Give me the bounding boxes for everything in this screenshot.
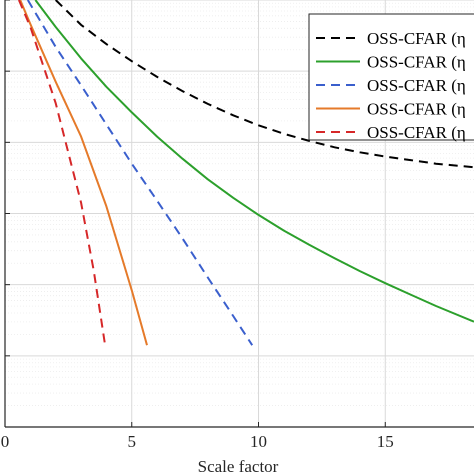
legend-label-2: OSS-CFAR (η [367,53,466,72]
legend-box [308,13,474,141]
legend: OSS-CFAR (η OSS-CFAR (η OSS-CFAR (η OSS-CFA… [308,13,474,142]
legend-label-3: OSS-CFAR (η [367,76,466,95]
series-line-5 [17,0,107,346]
x-tick-label: 15 [377,432,394,451]
series-line-2 [34,0,474,323]
plot-area [17,0,474,346]
series-line-3 [26,0,254,346]
legend-label-5: OSS-CFAR (η [367,123,466,142]
x-axis-label: Scale factor [198,457,279,474]
x-tick-label: 0 [1,432,10,451]
x-tick-label: 5 [128,432,137,451]
x-tick-labels: 0 5 10 15 [1,432,394,451]
axes [4,0,474,428]
series-line-1 [54,0,474,169]
series-line-4 [19,0,148,346]
legend-label-1: OSS-CFAR (η [367,29,466,48]
legend-label-4: OSS-CFAR (η [367,100,466,119]
x-tick-label: 10 [250,432,267,451]
